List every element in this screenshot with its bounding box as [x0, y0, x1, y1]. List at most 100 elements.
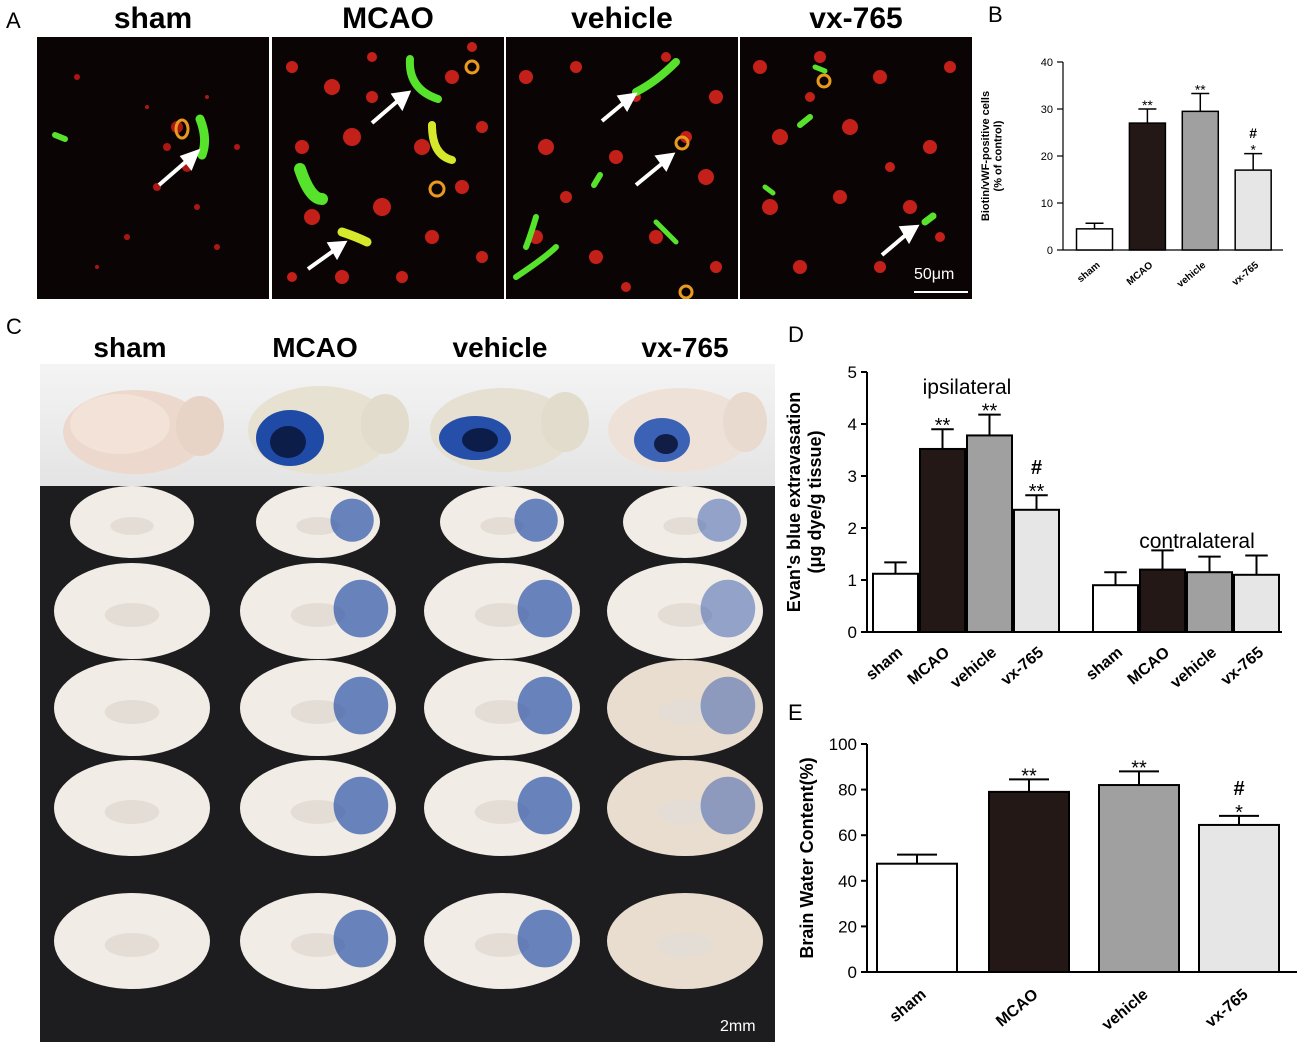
x-tick-label: MCAO	[1125, 260, 1156, 288]
x-tick-label: MCAO	[1125, 644, 1173, 688]
slice-ventricle	[657, 933, 713, 957]
y-axis-label: Evan's blue extravasation(μg dye/g tissu…	[784, 392, 825, 612]
label-c-vx765: vx-765	[641, 332, 729, 363]
y-tick-label: 60	[838, 826, 857, 845]
brain-slices-photo	[40, 486, 775, 1042]
slice-ventricle	[290, 603, 346, 627]
whole-brain-vehicle	[430, 388, 589, 472]
panel-letter-d: D	[788, 322, 804, 347]
x-tick-label: MCAO	[993, 986, 1041, 1030]
significance-label: **	[1142, 97, 1153, 113]
significance-label: *	[1250, 142, 1256, 158]
y-tick-label: 30	[1041, 104, 1053, 116]
y-tick-label: 3	[848, 467, 857, 486]
slice-ventricle	[480, 517, 524, 535]
panel-letter-c: C	[6, 314, 22, 339]
label-a-vehicle: vehicle	[571, 2, 673, 35]
whole-brain-vx765	[608, 388, 767, 472]
d-ipsilateral-bar-mcao	[919, 447, 966, 633]
b-bar-sham	[1075, 228, 1114, 251]
panel-letter-b: B	[988, 2, 1003, 27]
micrograph-vehicle	[506, 37, 738, 299]
evans-blue-stain	[517, 676, 573, 735]
significance-label: **	[1195, 81, 1206, 97]
slice-ventricle	[474, 800, 530, 824]
slice-ventricle	[296, 517, 340, 535]
y-tick-label: 2	[848, 519, 857, 538]
evans-blue-stain	[333, 909, 389, 968]
scale-bar-a-label: 50μm	[914, 266, 955, 283]
evans-blue-stain	[700, 776, 756, 835]
label-a-mcao: MCAO	[342, 2, 434, 35]
e-bar-mcao	[988, 790, 1070, 973]
x-tick-label: sham	[1083, 644, 1126, 684]
evans-blue-stain	[330, 498, 374, 542]
d-contralateral-bar-vehicle	[1186, 571, 1233, 633]
slice-ventricle	[657, 700, 713, 724]
significance-label: *	[1235, 802, 1243, 824]
group-label-contralateral: contralateral	[1139, 530, 1255, 553]
micrograph-vx765	[740, 37, 972, 299]
whole-brain-sham	[63, 390, 224, 474]
x-tick-label: vehicle	[948, 644, 1001, 692]
x-tick-label: vehicle	[1175, 260, 1208, 291]
slice-ventricle	[657, 800, 713, 824]
significance-label: #	[1031, 457, 1042, 479]
e-bar-vehicle	[1098, 784, 1180, 974]
label-a-vx765: vx-765	[809, 2, 903, 35]
d-contralateral-bar-sham	[1092, 584, 1139, 633]
y-tick-label: 0	[848, 623, 857, 642]
label-a-sham: sham	[113, 2, 193, 35]
evans-blue-stain	[517, 776, 573, 835]
slice-ventricle	[290, 700, 346, 724]
x-tick-label: vehicle	[1168, 644, 1221, 692]
group-label-ipsilateral: ipsilateral	[923, 376, 1012, 399]
e-bar-sham	[876, 862, 958, 973]
whole-brain-mcao	[248, 386, 409, 474]
whole-brain-photo-row	[40, 364, 775, 486]
d-ipsilateral-bar-vx-765	[1013, 508, 1060, 633]
evans-blue-stain	[700, 676, 756, 735]
evans-blue-stain	[514, 498, 558, 542]
d-contralateral-bar-vx-765	[1233, 573, 1280, 634]
label-c-mcao: MCAO	[272, 332, 358, 363]
y-tick-label: 5	[848, 363, 857, 382]
x-tick-label: vx-765	[1218, 644, 1267, 689]
x-tick-label: sham	[1075, 260, 1102, 285]
evans-blue-stain	[333, 776, 389, 835]
significance-label: **	[1131, 757, 1147, 779]
x-tick-label: sham	[887, 986, 930, 1026]
slice-ventricle	[104, 700, 160, 724]
d-contralateral-bar-mcao	[1139, 568, 1186, 634]
panel-letter-e: E	[788, 700, 803, 725]
micrograph-mcao	[272, 37, 504, 299]
x-tick-label: vx-765	[1230, 260, 1261, 289]
evans-blue-stain	[333, 676, 389, 735]
y-tick-label: 4	[848, 415, 857, 434]
x-tick-label: vehicle	[1099, 986, 1152, 1034]
evans-blue-stain	[333, 579, 389, 638]
y-tick-label: 0	[848, 963, 857, 982]
chart-b: 0 10 20 30 40 Biotin/vWF-positive cells(% of …	[980, 57, 1283, 291]
x-tick-label: MCAO	[905, 644, 953, 688]
slice-ventricle	[110, 517, 154, 535]
x-tick-label: vx-765	[998, 644, 1047, 689]
y-tick-label: 0	[1047, 245, 1053, 257]
y-tick-label: 40	[838, 872, 857, 891]
panel-letter-a: A	[6, 8, 21, 33]
chart-d: 0 1 2 3 4 5 Evan's blue extravasation(μg dye/g…	[784, 363, 1282, 692]
label-c-sham: sham	[93, 332, 167, 363]
b-bar-vx-765	[1234, 169, 1272, 251]
label-c-vehicle: vehicle	[452, 332, 548, 363]
d-ipsilateral-bar-vehicle	[966, 434, 1013, 633]
y-tick-label: 80	[838, 781, 857, 800]
y-axis-label: Brain Water Content(%)	[797, 757, 817, 958]
significance-label: **	[1021, 765, 1037, 787]
evans-blue-stain	[700, 579, 756, 638]
slice-ventricle	[474, 933, 530, 957]
y-tick-label: 10	[1041, 198, 1053, 210]
evans-blue-stain	[517, 579, 573, 638]
slice-ventricle	[290, 933, 346, 957]
significance-label: **	[1029, 481, 1045, 503]
